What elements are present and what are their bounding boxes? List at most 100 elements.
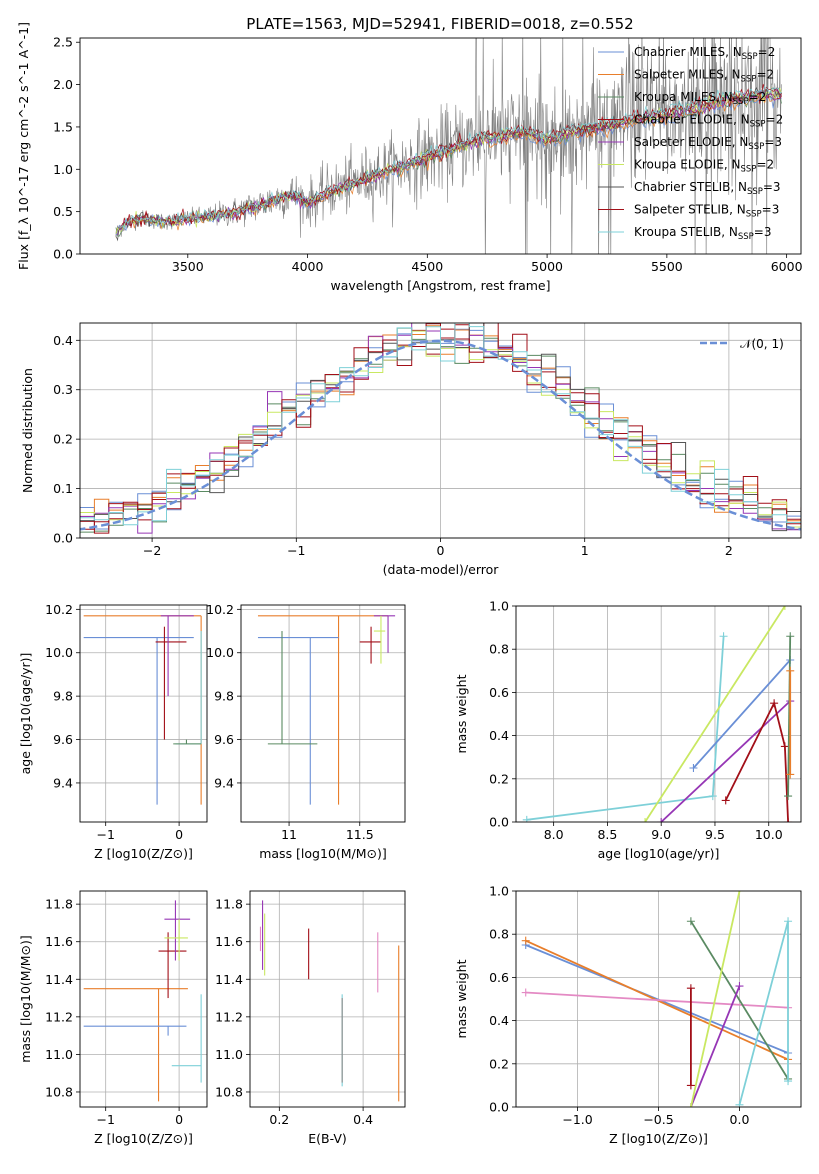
y-tick-label: 11.4 — [215, 972, 243, 987]
legend-label: Chabrier MILES, NSSP=2 — [634, 45, 775, 62]
x-tick-label: 4000 — [292, 259, 324, 274]
legend-label: Kroupa MILES, NSSP=2 — [634, 90, 766, 107]
weight-age-line — [692, 659, 791, 769]
x-tick-label: −1 — [287, 543, 305, 558]
y-tick-label: 0.2 — [489, 1056, 509, 1071]
legend-label: Chabrier STELIB, NSSP=3 — [634, 180, 781, 197]
residuals-plot-area — [80, 323, 801, 534]
age_vs_mass-frame — [240, 604, 406, 823]
y-tick-label: 0.4 — [489, 728, 509, 743]
weight_vs_age-ylabel: mass weight — [454, 674, 469, 753]
y-tick-label: 9.8 — [53, 689, 73, 704]
x-tick-label: 8.5 — [597, 827, 617, 842]
legend-text: Chabrier ELODIE, N — [634, 113, 750, 127]
x-tick-label: 5500 — [651, 259, 683, 274]
legend-value: =2 — [756, 68, 774, 82]
weight-age-marker — [721, 796, 730, 805]
x-tick-label: −2 — [143, 543, 161, 558]
legend-label: Kroupa STELIB, NSSP=3 — [634, 225, 772, 242]
y-tick-label: 0.0 — [489, 815, 509, 830]
weight-z-marker — [686, 1103, 695, 1107]
weight-z-line — [525, 944, 789, 1054]
age_vs_Z-plot-area — [83, 615, 202, 805]
legend-subscript: SSP — [738, 232, 754, 242]
y-tick-label: 10.2 — [45, 602, 73, 617]
legend-text: Chabrier STELIB, N — [634, 180, 747, 194]
y-tick-label: 1.0 — [53, 162, 73, 177]
weight_vs_age-plot-area — [522, 606, 795, 822]
weight_vs_age-frame — [515, 605, 802, 823]
gauss-legend-label: 𝒩(0, 1) — [740, 337, 784, 351]
spectrum-xlabel: wavelength [Angstrom, rest frame] — [330, 278, 550, 293]
weight-age-marker — [786, 632, 795, 641]
mass_vs_ebv-panel: 0.2 0.4 10.8 11.0 11.2 11.4 11.6 11.8 E(B-V) — [215, 890, 406, 1146]
legend-text: Salpeter ELODIE, N — [634, 135, 748, 149]
y-tick-label: 9.6 — [53, 732, 73, 747]
weight-z-marker — [735, 891, 744, 895]
age_vs_mass-xlabel: mass [log10(M/M⊙)] — [259, 846, 387, 861]
weight-age-marker — [719, 632, 728, 641]
y-tick-label: 10.2 — [206, 602, 234, 617]
y-tick-label: 2.5 — [53, 35, 73, 50]
weight-z-line — [690, 920, 789, 1080]
legend-text: Kroupa ELODIE, N — [634, 158, 741, 172]
x-tick-label: 0.0 — [730, 1112, 750, 1127]
weight-age-marker — [657, 818, 666, 822]
legend-label: Salpeter ELODIE, NSSP=3 — [634, 135, 782, 152]
y-tick-label: 0.4 — [53, 333, 73, 348]
weight-age-marker — [786, 666, 795, 675]
x-tick-label: 9.0 — [651, 827, 671, 842]
residuals-xlabel: (data-model)/error — [383, 562, 500, 577]
y-tick-label: 1.0 — [489, 599, 509, 614]
weight-z-marker — [521, 936, 530, 945]
legend-subscript: SSP — [750, 120, 766, 130]
legend-value: =2 — [749, 90, 767, 104]
x-tick-label: 2 — [725, 543, 733, 558]
y-tick-label: 11.0 — [45, 1047, 73, 1062]
weight-z-marker — [784, 917, 793, 926]
weight-age-marker — [641, 818, 650, 822]
legend-subscript: SSP — [741, 75, 757, 85]
y-tick-label: 0.5 — [53, 204, 73, 219]
legend-value: =2 — [758, 45, 776, 59]
legend-subscript: SSP — [746, 210, 762, 220]
weight-z-marker — [521, 988, 530, 997]
x-tick-label: 0.4 — [353, 1112, 373, 1127]
legend-subscript: SSP — [742, 52, 758, 62]
y-tick-label: 0.3 — [53, 382, 73, 397]
weight-age-line — [787, 636, 792, 797]
weight-z-marker — [686, 917, 695, 926]
y-tick-label: 11.4 — [45, 972, 73, 987]
x-tick-label: 1 — [581, 543, 589, 558]
legend-text: Chabrier MILES, N — [634, 45, 742, 59]
x-tick-label: 9.5 — [705, 827, 725, 842]
legend-value: =3 — [764, 135, 782, 149]
y-tick-label: 9.8 — [214, 689, 234, 704]
x-tick-label: 0 — [175, 827, 183, 842]
y-tick-label: 0.1 — [53, 481, 73, 496]
age_vs_Z-background — [80, 605, 207, 822]
weight-age-line — [644, 606, 786, 822]
y-tick-label: 0.0 — [489, 1100, 509, 1115]
y-tick-label: 1.0 — [489, 884, 509, 899]
weight_vs_Z-ylabel: mass weight — [454, 959, 469, 1038]
weight-age-marker — [522, 815, 531, 822]
legend-value: =3 — [763, 180, 781, 194]
y-tick-label: 11.0 — [215, 1047, 243, 1062]
legend-label: Chabrier ELODIE, NSSP=2 — [634, 113, 783, 130]
y-tick-label: 11.2 — [215, 1009, 243, 1024]
legend-subscript: SSP — [733, 97, 749, 107]
weight_vs_Z-xlabel: Z [log10(Z/Z⊙)] — [609, 1131, 708, 1146]
legend-value: =3 — [762, 203, 780, 217]
x-tick-label: 4500 — [411, 259, 443, 274]
legend-text: Salpeter MILES, N — [634, 68, 741, 82]
weight-age-marker — [708, 792, 717, 801]
age_vs_Z-panel: −1 0 9.4 9.6 9.8 10.0 10.2 Z [log10(Z/Z⊙)] age [… — [18, 602, 208, 861]
x-tick-label: 11 — [281, 827, 297, 842]
y-tick-label: 2.0 — [53, 77, 73, 92]
y-tick-label: 0.8 — [489, 642, 509, 657]
weight-z-line — [525, 991, 789, 1009]
y-tick-label: 10.8 — [215, 1084, 243, 1099]
